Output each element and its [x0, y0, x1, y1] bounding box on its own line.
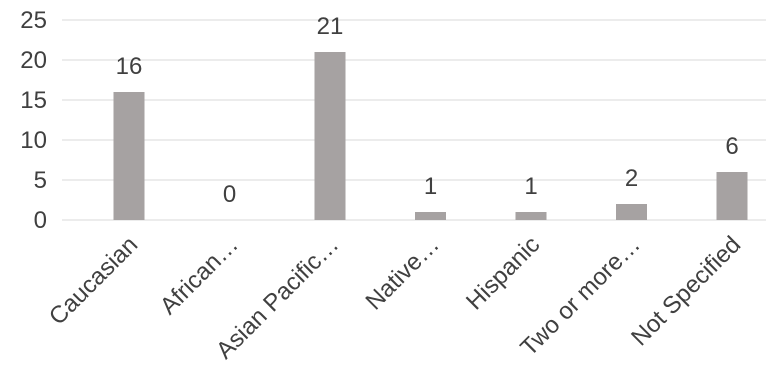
- bar: [415, 212, 446, 220]
- y-tick-label: 5: [34, 167, 47, 194]
- data-label: 1: [524, 173, 537, 200]
- data-label: 1: [424, 173, 437, 200]
- bar: [314, 52, 346, 220]
- data-label: 21: [317, 13, 344, 40]
- category-label: Caucasian: [44, 231, 143, 330]
- y-axis-ticks: 0 5 10 15 20 25: [20, 7, 47, 234]
- category-label: Native…: [361, 231, 445, 315]
- data-labels: 16 0 21 1 1 2 6: [116, 13, 739, 208]
- data-label: 2: [625, 165, 638, 192]
- bar: [616, 204, 647, 220]
- data-label: 16: [116, 53, 143, 80]
- bar: [515, 212, 547, 220]
- category-label: Hispanic: [461, 231, 545, 315]
- y-tick-label: 0: [34, 207, 47, 234]
- category-labels: Caucasian African…Asian Pacific… Native… Hi…: [44, 231, 746, 364]
- category-label: African…: [155, 231, 244, 320]
- y-tick-label: 20: [20, 47, 47, 74]
- y-tick-label: 15: [20, 87, 47, 114]
- data-label: 0: [223, 181, 236, 208]
- y-tick-label: 25: [20, 7, 47, 34]
- gridlines: [62, 19, 766, 221]
- bar: [716, 172, 748, 220]
- bars: [113, 52, 748, 220]
- bar: [113, 92, 145, 220]
- data-label: 6: [725, 133, 738, 160]
- y-tick-label: 10: [20, 127, 47, 154]
